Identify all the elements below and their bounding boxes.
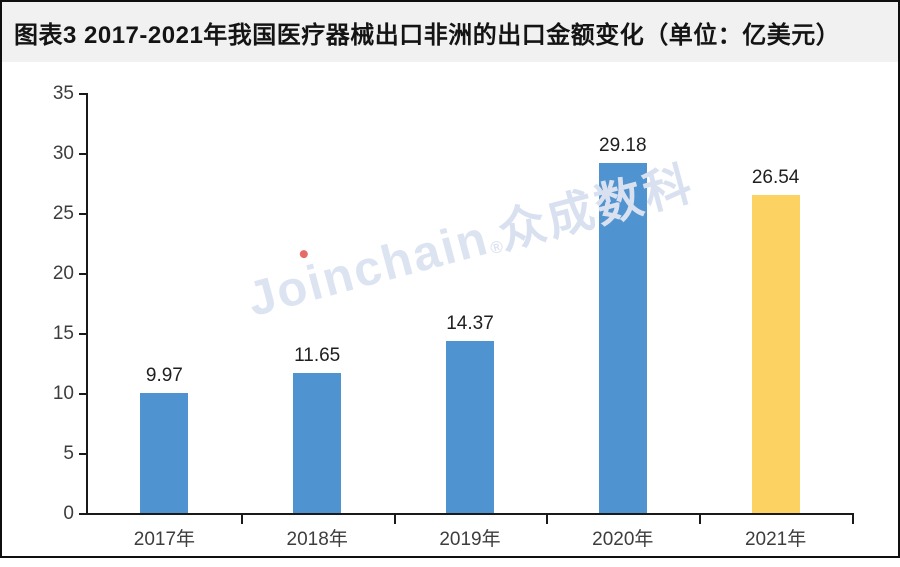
y-axis-tick-label: 30 — [52, 143, 74, 164]
x-axis-tick — [852, 513, 854, 524]
y-axis-tick — [79, 393, 86, 395]
bar — [293, 373, 342, 513]
y-axis-tick-label: 5 — [63, 443, 74, 464]
y-axis-tick — [79, 333, 86, 335]
x-axis-category-label: 2017年 — [133, 529, 196, 550]
bar-value-label: 11.65 — [294, 345, 341, 367]
bar — [598, 162, 647, 513]
y-axis-tick-label: 20 — [52, 263, 74, 284]
y-axis-tick — [79, 513, 86, 515]
y-axis-tick — [79, 213, 86, 215]
x-axis-category-label: 2019年 — [439, 529, 501, 550]
chart-title: 图表3 2017-2021年我国医疗器械出口非洲的出口金额变化（单位：亿美元） — [14, 21, 841, 49]
bar-value-label: 29.18 — [599, 134, 647, 156]
x-axis-category-label: 2021年 — [744, 529, 807, 550]
bar — [751, 194, 800, 513]
x-axis-category-label: 2018年 — [286, 529, 348, 550]
y-axis-tick — [79, 93, 86, 95]
x-axis-line — [86, 513, 854, 515]
y-axis-tick-label: 10 — [52, 383, 74, 404]
y-axis-tick-label: 35 — [52, 83, 74, 104]
bar — [140, 393, 189, 513]
title-band: 图表3 2017-2021年我国医疗器械出口非洲的出口金额变化（单位：亿美元） — [2, 2, 898, 62]
x-axis-tick — [699, 513, 702, 524]
bar-value-label: 26.54 — [751, 166, 800, 188]
x-axis-category-label: 2020年 — [592, 529, 654, 550]
bar-value-label: 14.37 — [446, 312, 494, 334]
bar-value-label: 9.97 — [145, 365, 183, 387]
y-axis-tick-label: 0 — [63, 503, 74, 524]
y-axis-tick — [79, 273, 86, 275]
x-axis-tick — [393, 513, 396, 524]
y-axis-tick — [79, 453, 86, 455]
y-axis-tick — [79, 153, 86, 155]
y-axis-tick-label: 25 — [52, 203, 74, 224]
y-axis-tick-label: 15 — [52, 323, 74, 344]
x-axis-tick — [240, 513, 243, 524]
y-axis-line — [86, 93, 88, 515]
x-axis-tick — [546, 513, 549, 524]
bar — [446, 340, 494, 513]
